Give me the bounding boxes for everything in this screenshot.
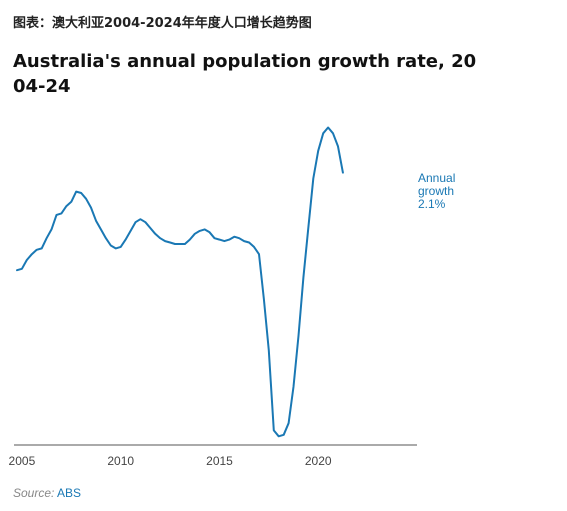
x-axis-ticks: 2005 2010 2015 2020 (9, 454, 332, 468)
annotation-line-2: growth (418, 184, 454, 198)
x-tick-label: 2015 (206, 454, 233, 468)
source-link[interactable]: ABS (57, 486, 82, 500)
source-note: Source: ABS (13, 486, 81, 500)
annotation-line-1: Annual (418, 171, 455, 185)
x-tick-label: 2005 (9, 454, 36, 468)
x-tick-label: 2010 (107, 454, 134, 468)
chart-title: Australia's annual population growth rat… (13, 51, 477, 97)
source-label: Source: (13, 486, 55, 500)
growth-rate-line (16, 126, 344, 438)
x-tick-label: 2020 (305, 454, 332, 468)
chart-caption: 图表：澳大利亚2004-2024年年度人口增长趋势图 (13, 16, 312, 31)
annotation-line-3: 2.1% (418, 197, 446, 211)
